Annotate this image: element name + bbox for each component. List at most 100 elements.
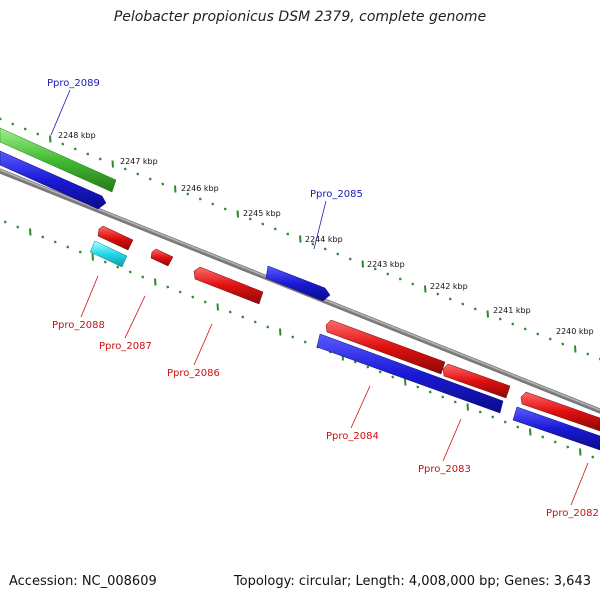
scale-minor-tick bbox=[23, 127, 27, 131]
genome-title: Pelobacter propionicus DSM 2379, complet… bbox=[113, 9, 487, 25]
scale-minor-tick bbox=[73, 147, 77, 151]
scale-major-tick bbox=[486, 310, 489, 318]
label-ppro-2086[interactable]: Ppro_2086 bbox=[167, 368, 220, 379]
scale-minor-tick bbox=[586, 352, 590, 356]
gene-ppro-2083[interactable] bbox=[442, 363, 511, 399]
scale-minor-tick bbox=[566, 445, 570, 449]
scale-major-tick bbox=[111, 160, 114, 168]
scale-minor-tick bbox=[136, 172, 140, 176]
gene-ppro-2082[interactable] bbox=[520, 391, 600, 432]
scale-minor-tick bbox=[41, 235, 45, 239]
scale-minor-tick bbox=[336, 252, 340, 256]
scale-minor-tick bbox=[161, 182, 165, 186]
label-ppro-2084[interactable]: Ppro_2084 bbox=[326, 431, 379, 442]
scale-label-2245: 2245 kbp bbox=[243, 209, 281, 218]
label-ppro-2083[interactable]: Ppro_2083 bbox=[418, 464, 471, 475]
gene-label-leaders bbox=[50, 89, 589, 506]
scale-minor-tick bbox=[323, 247, 327, 251]
scale-major-tick bbox=[154, 278, 157, 286]
green-track-feature[interactable] bbox=[0, 127, 117, 193]
scale-minor-tick bbox=[78, 250, 82, 254]
scale-minor-tick bbox=[498, 317, 502, 321]
scale-minor-tick bbox=[511, 322, 515, 326]
scale-minor-tick bbox=[553, 440, 557, 444]
scale-minor-tick bbox=[536, 332, 540, 336]
scale-minor-tick bbox=[411, 282, 415, 286]
gene-forward-right[interactable] bbox=[512, 406, 600, 451]
scale-label-2243: 2243 kbp bbox=[367, 260, 405, 269]
label-ppro-2085[interactable]: Ppro_2085 bbox=[310, 189, 363, 200]
scale-major-tick bbox=[216, 303, 219, 311]
scale-minor-tick bbox=[98, 157, 102, 161]
gene-ppro-2088[interactable] bbox=[97, 225, 134, 251]
scale-minor-tick bbox=[378, 370, 382, 374]
scale-minor-tick bbox=[103, 260, 107, 264]
scale-minor-tick bbox=[266, 325, 270, 329]
scale-minor-tick bbox=[303, 340, 307, 344]
scale-major-tick bbox=[279, 328, 282, 336]
rna-feature[interactable] bbox=[89, 240, 128, 268]
scale-minor-tick bbox=[228, 310, 232, 314]
scale-minor-tick bbox=[436, 292, 440, 296]
scale-minor-tick bbox=[0, 117, 2, 121]
scale-minor-tick bbox=[86, 152, 90, 156]
scale-minor-tick bbox=[373, 267, 377, 271]
scale-minor-tick bbox=[16, 225, 20, 229]
scale-minor-tick bbox=[503, 420, 507, 424]
scale-minor-tick bbox=[348, 257, 352, 261]
scale-minor-tick bbox=[166, 285, 170, 289]
label-ppro-2087[interactable]: Ppro_2087 bbox=[99, 341, 152, 352]
scale-minor-tick bbox=[561, 342, 565, 346]
scale-minor-tick bbox=[198, 197, 202, 201]
scale-major-tick bbox=[299, 235, 302, 243]
label-ppro-2088[interactable]: Ppro_2088 bbox=[52, 320, 105, 331]
gene-ppro-2084[interactable] bbox=[316, 333, 504, 414]
scale-minor-tick bbox=[386, 272, 390, 276]
scale-minor-tick bbox=[391, 375, 395, 379]
gene-red-center[interactable] bbox=[325, 319, 446, 375]
gene-ppro-2087[interactable] bbox=[150, 248, 174, 267]
scale-minor-tick bbox=[203, 300, 207, 304]
scale-minor-tick bbox=[416, 385, 420, 389]
scale-minor-tick bbox=[241, 315, 245, 319]
gene-ppro-2086[interactable] bbox=[193, 266, 264, 305]
scale-major-tick bbox=[574, 345, 577, 353]
scale-label-2244: 2244 kbp bbox=[305, 235, 343, 244]
scale-major-tick bbox=[404, 378, 407, 386]
scale-minor-tick bbox=[116, 265, 120, 269]
scale-major-tick bbox=[236, 210, 239, 218]
scale-minor-tick bbox=[128, 270, 132, 274]
scale-minor-tick bbox=[473, 307, 477, 311]
scale-minor-tick bbox=[591, 455, 595, 459]
scale-minor-tick bbox=[223, 207, 227, 211]
gene-ppro-2085[interactable] bbox=[265, 265, 331, 302]
gene-ppro-2089[interactable] bbox=[0, 150, 107, 210]
scale-major-tick bbox=[91, 253, 94, 261]
scale-label-2246: 2246 kbp bbox=[181, 184, 219, 193]
scale-minor-tick bbox=[261, 222, 265, 226]
scale-minor-tick bbox=[398, 277, 402, 281]
label-ppro-2082[interactable]: Ppro_2082 bbox=[546, 508, 599, 519]
scale-minor-tick bbox=[523, 327, 527, 331]
scale-minor-tick bbox=[66, 245, 70, 249]
scale-minor-tick bbox=[36, 132, 40, 136]
upper-scale-ticks bbox=[0, 117, 600, 361]
scale-minor-tick bbox=[273, 227, 277, 231]
scale-major-tick bbox=[529, 428, 532, 436]
scale-major-tick bbox=[174, 185, 177, 193]
label-ppro-2089[interactable]: Ppro_2089 bbox=[47, 78, 100, 89]
scale-minor-tick bbox=[3, 220, 7, 224]
scale-minor-tick bbox=[141, 275, 145, 279]
genome-summary: Topology: circular; Length: 4,008,000 bp… bbox=[233, 574, 591, 589]
scale-major-tick bbox=[579, 448, 582, 456]
scale-minor-tick bbox=[11, 122, 15, 126]
scale-label-2242: 2242 kbp bbox=[430, 282, 468, 291]
scale-label-2240: 2240 kbp bbox=[556, 327, 594, 336]
scale-minor-tick bbox=[191, 295, 195, 299]
scale-minor-tick bbox=[291, 335, 295, 339]
scale-minor-tick bbox=[353, 360, 357, 364]
scale-minor-tick bbox=[178, 290, 182, 294]
lower-scale-ticks bbox=[3, 220, 595, 459]
scale-minor-tick bbox=[548, 337, 552, 341]
